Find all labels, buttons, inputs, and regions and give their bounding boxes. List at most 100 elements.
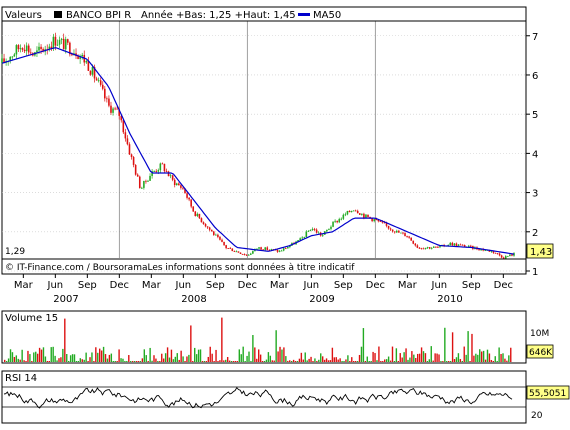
volume-bar (265, 359, 268, 362)
candle-body (178, 183, 180, 186)
volume-bar (195, 354, 198, 362)
volume-bar (471, 333, 473, 362)
price-tick-label: 6 (532, 71, 538, 82)
volume-bar (407, 359, 409, 362)
candle-body (313, 228, 316, 230)
candle-body (504, 256, 507, 259)
candle-body (79, 56, 81, 59)
candle-body (9, 56, 12, 61)
volume-bar (459, 358, 462, 362)
volume-bar (128, 355, 130, 362)
candle-body (219, 236, 221, 240)
candle-body (484, 250, 487, 251)
volume-bar (387, 356, 390, 362)
volume-bar (178, 359, 180, 362)
volume-bar (422, 351, 425, 362)
volume-bar (17, 358, 19, 362)
volume-bar (73, 354, 76, 362)
volume-bar (397, 361, 400, 362)
volume-bar (279, 346, 281, 362)
candle-body (435, 246, 437, 248)
candle-body (138, 176, 141, 189)
volume-bar (234, 361, 237, 362)
year-label: 2009 (309, 294, 334, 305)
volume-bar (99, 348, 101, 362)
rsi-last-badge (526, 385, 570, 400)
candle-body (350, 211, 353, 213)
volume-bar (444, 327, 446, 362)
candle-body (81, 54, 83, 57)
volume-bar (135, 361, 138, 362)
volume-bar (356, 361, 359, 362)
volume-bar (93, 361, 95, 362)
legend-ma-label: MA50 (313, 10, 341, 21)
candle-body (268, 249, 271, 251)
volume-bar (162, 358, 165, 362)
volume-bar (331, 347, 334, 362)
volume-bar (415, 357, 417, 362)
candle-body (128, 144, 131, 155)
volume-bar (48, 361, 50, 362)
month-label: Jun (175, 280, 192, 291)
candle-body (71, 54, 73, 56)
volume-bar (389, 360, 392, 362)
volume-bar (180, 350, 182, 362)
volume-bar (110, 353, 113, 362)
volume-bar (364, 361, 367, 362)
year-label: 2010 (437, 294, 462, 305)
volume-bar (194, 347, 196, 362)
volume-bar (391, 346, 394, 362)
volume-bar (300, 352, 303, 362)
candle-body (3, 58, 5, 63)
candle-body (377, 219, 380, 222)
volume-bar (114, 361, 116, 362)
month-label: Mar (398, 280, 418, 291)
volume-bar (143, 349, 146, 362)
volume-bar (399, 353, 401, 362)
volume-bar (382, 361, 384, 362)
volume-bar (137, 361, 140, 362)
candle-body (106, 98, 108, 100)
rsi-last-label: 55,5051 (529, 389, 566, 399)
volume-bar (510, 347, 512, 362)
candle-body (478, 249, 480, 251)
candle-body (180, 185, 182, 188)
volume-bar (161, 353, 163, 362)
volume-bar (448, 361, 450, 362)
candle-body (330, 226, 332, 229)
candle-body (418, 247, 421, 249)
volume-bar (54, 355, 56, 362)
volume-bar (314, 358, 316, 362)
year-label: 2008 (181, 294, 206, 305)
candle-body (509, 254, 511, 257)
candle-body (153, 170, 155, 172)
candle-body (235, 251, 238, 253)
volume-bar (52, 346, 54, 362)
month-label: Mar (270, 280, 290, 291)
volume-bar (345, 359, 347, 362)
candle-body (266, 247, 269, 250)
volume-bar (318, 359, 320, 362)
volume-bar (475, 353, 477, 362)
candle-body (64, 39, 67, 50)
volume-bar (40, 349, 43, 362)
volume-bar (490, 359, 493, 362)
volume-bar (323, 359, 326, 362)
candle-body (498, 253, 501, 256)
candle-body (237, 251, 240, 253)
rsi-tick-20: 20 (531, 411, 543, 421)
volume-bar (155, 358, 157, 362)
candle-body (116, 108, 118, 110)
candle-body (356, 210, 359, 214)
volume-bar (168, 357, 171, 362)
volume-bar (403, 352, 405, 362)
candle-body (400, 232, 402, 234)
candle-body (502, 257, 505, 259)
volume-bar (453, 359, 456, 362)
candle-body (287, 247, 289, 249)
candle-body (200, 218, 203, 223)
copyright-text: © IT-Finance.com / BoursoramaLes informa… (5, 262, 355, 273)
candle-body (402, 232, 404, 234)
candle-body (122, 120, 125, 133)
candle-body (490, 250, 493, 252)
